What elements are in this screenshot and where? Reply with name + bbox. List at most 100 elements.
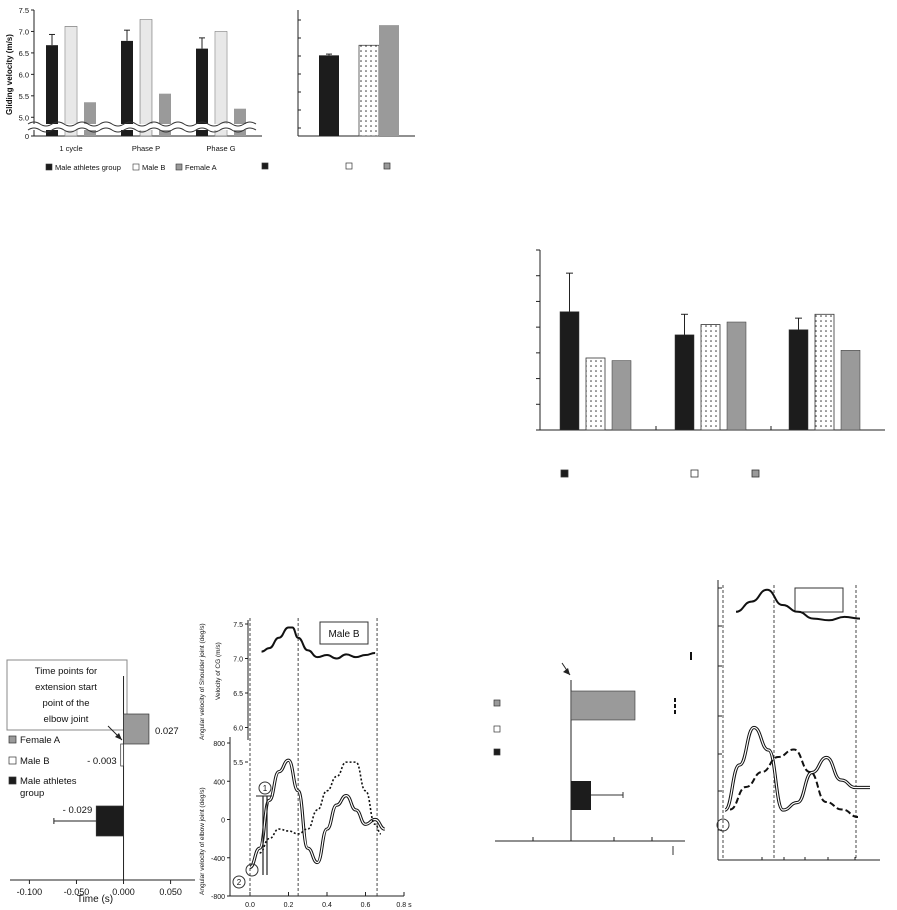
- panel-a-y-tick-label: 6.5: [19, 49, 29, 58]
- panel-d-x-tick-label: -0.100: [17, 887, 43, 897]
- panel-d-x-label: Time (s): [77, 894, 113, 905]
- male-b-swatch: [8, 756, 17, 765]
- panel-a-x-labels: 1 cycle Phase P Phase G: [59, 144, 235, 153]
- panel-f-horizontal-bar-chart: [493, 662, 685, 842]
- panel-c-bars: [559, 272, 861, 431]
- panel-e-cg-tick-label: 6.5: [233, 691, 243, 698]
- panel-b-legend-swatch: [261, 162, 269, 170]
- panel-a-axis-break-gap: [28, 124, 260, 130]
- panel-d-value-label: - 0.003: [87, 756, 117, 767]
- panel-a-bar: [64, 26, 78, 137]
- annotation-line-1: Time points for: [35, 666, 97, 677]
- panel-a-legend-swatch: [175, 163, 183, 171]
- panel-a-y-tick-label: 7.0: [19, 27, 29, 36]
- panel-e-cg-tick-label: 7.5: [233, 622, 243, 629]
- panel-e-elbow-tick-label: 0: [221, 818, 225, 825]
- marker-1-circle: [258, 781, 272, 795]
- marker-2-circle: [232, 875, 246, 889]
- elbow-velocity-label: Angular velocity of elbow joint (deg/s): [199, 787, 206, 895]
- label-female-a: Female A: [20, 735, 61, 746]
- panel-d-annotation-box: Time points for extension start point of…: [6, 659, 128, 741]
- panel-d-x-tick-label: 0.000: [112, 887, 135, 897]
- panel-c-bar: [559, 311, 580, 431]
- male-group-swatch: [8, 776, 17, 785]
- panel-g-line-chart: [672, 580, 880, 861]
- cg-velocity-label: Velocity of CG (m/s): [215, 642, 222, 700]
- panel-f-bar: [571, 781, 591, 810]
- shoulder-velocity-line: [259, 761, 382, 854]
- panel-a-axis-break-top: [27, 121, 257, 127]
- panel-d-x-tick-label: 0.050: [159, 887, 182, 897]
- panel-f-bar: [570, 690, 636, 721]
- panel-d-category-labels: Female A Male B Male athletes group: [8, 735, 77, 799]
- panel-c-bar: [788, 329, 809, 431]
- panel-b-bar: [379, 25, 399, 136]
- panel-e-elbow-tick-label: -400: [211, 856, 225, 863]
- panel-a-bar: [121, 40, 133, 136]
- panel-b-legend-swatch: [345, 162, 353, 170]
- panel-a-axis-break-bottom: [27, 127, 257, 133]
- cg-velocity-line: [261, 626, 376, 660]
- panel-d-value-label: 0.027: [155, 726, 179, 737]
- panel-c-bar: [726, 321, 747, 431]
- panel-g-axes: [672, 580, 880, 861]
- panel-c-legend: [560, 469, 760, 478]
- panel-c-bar-chart: [536, 249, 885, 478]
- panel-a-y-tick-label: 5.5: [19, 92, 29, 101]
- panel-g-double-line-outer: [723, 725, 870, 812]
- panel-e-cg-tick-label: 5.5: [233, 760, 243, 767]
- panel-c-bar: [611, 360, 632, 431]
- panel-a-legend-label: Female A: [185, 163, 217, 172]
- panel-a-y-tick-label: 6.0: [19, 70, 29, 79]
- panel-f-legend-swatch: [493, 725, 501, 733]
- panel-b-bar: [358, 44, 380, 137]
- panel-a-y-tick-label: 5.0: [19, 113, 29, 122]
- annotation-line-2: extension start: [35, 682, 97, 693]
- panel-a-legend-swatch: [132, 163, 140, 171]
- panel-e-axes: 7.5 7.0 6.5 6.0 5.5 800 400 0 -400 -800 0.0 0.2 0.4 0…: [211, 618, 412, 909]
- panel-e-label-box: Male B: [319, 621, 369, 645]
- panel-b-bars: [319, 25, 399, 137]
- panel-f-bars: [570, 690, 636, 810]
- panel-a-x-tick-label: Phase G: [206, 144, 235, 153]
- panel-b-bar-chart: [261, 10, 415, 170]
- panel-c-legend-swatch: [751, 469, 760, 478]
- panel-f-legend-swatch: [493, 748, 501, 756]
- panel-a-bars: [27, 19, 260, 137]
- label-male-athletes: Male athletes: [20, 776, 77, 787]
- panel-a-legend: Male athletes group Male B Female A: [45, 163, 217, 172]
- panel-c-bar: [674, 334, 695, 431]
- marker-1-label: 1: [263, 784, 268, 793]
- panel-d-axes: -0.100 -0.050 0.000 0.050: [10, 676, 195, 897]
- panel-a-bar: [214, 31, 228, 137]
- panel-g-top-line: [735, 588, 861, 622]
- panel-b-bar: [319, 55, 339, 136]
- panel-d-bars: 0.027 - 0.003 - 0.029: [53, 713, 179, 837]
- panel-g-dashed-line: [729, 748, 859, 818]
- panel-a-y-tick-label: 7.5: [19, 6, 29, 15]
- panel-c-legend-swatch: [690, 469, 699, 478]
- panel-a-legend-swatch: [45, 163, 53, 171]
- annotation-line-3: point of the: [42, 698, 89, 709]
- panel-a-bar: [46, 45, 58, 136]
- panel-e-x-tick-label: 0.2: [284, 902, 294, 909]
- panel-c-bar: [840, 350, 861, 431]
- panel-f-axes: [493, 662, 685, 842]
- panel-a-x-tick-label: 1 cycle: [59, 144, 82, 153]
- panel-a-x-tick-label: Phase P: [132, 144, 160, 153]
- panel-a-bar: [196, 48, 208, 137]
- panel-e-line-chart: 7.5 7.0 6.5 6.0 5.5 800 400 0 -400 -800 0.0 0.2 0.4 0…: [199, 618, 412, 909]
- panel-d-value-label: - 0.029: [63, 805, 93, 816]
- male-b-box-label: Male B: [328, 629, 359, 640]
- panel-a-bar: [139, 19, 153, 137]
- panel-d-bar: [123, 713, 150, 745]
- panel-c-bar: [700, 324, 721, 431]
- panel-g-marker-circle: [716, 818, 730, 832]
- panel-c-legend-swatch: [560, 469, 569, 478]
- panel-a-legend-label: Male athletes group: [55, 163, 121, 172]
- panel-e-cg-tick-label: 6.0: [233, 726, 243, 733]
- panel-d-x-tick-label: -0.050: [64, 887, 90, 897]
- panel-e-x-tick-label: 0.6: [361, 902, 371, 909]
- panel-a-bar-chart: 0 5.0 5.5 6.0 6.5 7.0 7.5 Gliding velocity (m/…: [5, 6, 262, 172]
- panel-e-x-tick-label: 0.0: [245, 902, 255, 909]
